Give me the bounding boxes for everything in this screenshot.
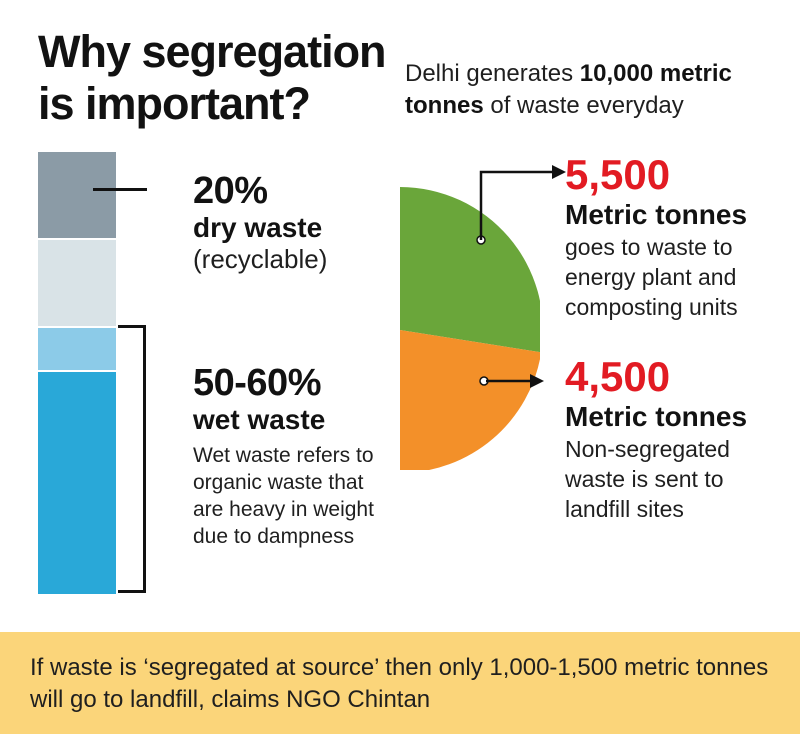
wet-percent: 50-60% (193, 362, 321, 404)
arrowhead-landfill-icon (530, 374, 544, 388)
bar-segment-dry (38, 152, 116, 238)
footer-banner: If waste is ‘segregated at source’ then … (0, 632, 800, 734)
pointer-arrows (479, 165, 566, 388)
intro-text: Delhi generates 10,000 metric tonnes of … (405, 58, 785, 122)
dry-label: dry waste (193, 212, 323, 243)
dry-note: (recyclable) (193, 244, 328, 274)
arrowhead-energy-icon (552, 165, 566, 179)
energy-value: 5,500 (565, 151, 671, 198)
intro-amount: 10,000 metric tonnes (405, 60, 732, 119)
energy-description: goes to waste to energy plant and compos… (565, 234, 738, 320)
dry-percent: 20% (193, 170, 268, 212)
page-title: Why segregation is important? (38, 26, 387, 129)
dry-waste-label-block: 20% dry waste (recyclable) (193, 170, 393, 274)
landfill-description: Non-segregated waste is sent to landfill… (565, 436, 730, 522)
intro-suffix: of waste everyday (483, 92, 684, 119)
bar-segment-wet-light (38, 328, 116, 370)
pie-slice-landfill (400, 330, 540, 470)
wet-bracket (118, 325, 146, 593)
bar-segment-wet (38, 372, 116, 594)
energy-unit: Metric tonnes (565, 199, 748, 230)
bar-segment-other (38, 240, 116, 326)
energy-callout: 5,500 Metric tonnes goes to waste to ene… (565, 152, 795, 322)
wet-waste-label-block: 50-60% wet waste Wet waste refers to org… (193, 362, 393, 550)
landfill-value: 4,500 (565, 353, 671, 400)
waste-disposal-pie (400, 187, 540, 470)
landfill-unit: Metric tonnes (565, 401, 748, 432)
dry-callout-line (93, 188, 147, 191)
arrow-energy (479, 170, 552, 240)
wet-description: Wet waste refers to organic waste that a… (193, 444, 374, 548)
footer-text: If waste is ‘segregated at source’ then … (30, 654, 769, 713)
intro-prefix: Delhi generates (405, 60, 580, 87)
pie-slice-energy (400, 187, 540, 353)
waste-composition-bar (38, 152, 116, 594)
landfill-callout: 4,500 Metric tonnes Non-segregated waste… (565, 354, 795, 524)
wet-label: wet waste (193, 404, 326, 435)
